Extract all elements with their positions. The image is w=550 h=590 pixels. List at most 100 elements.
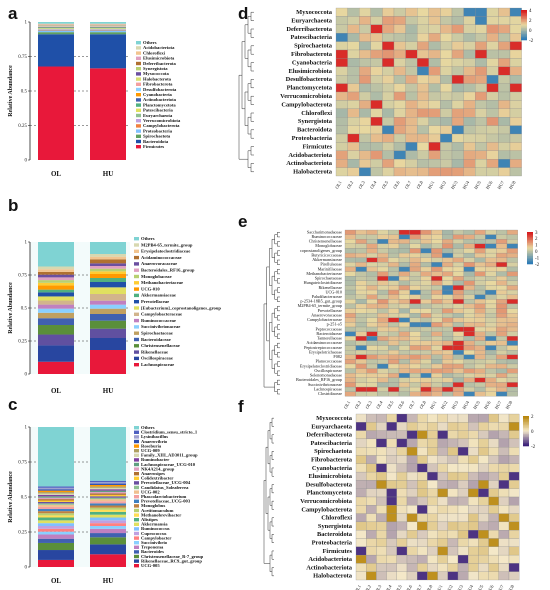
row-label: Lachnospiraceae: [314, 386, 342, 391]
column-label: OL5: [394, 583, 403, 590]
row-label: Proteobacteria: [292, 135, 333, 142]
heatmap-cell: [498, 422, 510, 431]
heatmap-cell: [508, 471, 520, 481]
column-label: OL3: [364, 399, 373, 409]
heatmap-cell: [386, 438, 397, 448]
heatmap-cell: [498, 505, 510, 514]
legend-swatch: [134, 472, 139, 476]
row-label: Actinobacteriota: [306, 564, 353, 571]
heatmap-cell: [447, 463, 459, 473]
heatmap-cell: [508, 455, 520, 464]
heatmap-cell: [508, 546, 520, 556]
column-label: HU7: [496, 179, 505, 190]
heatmap-cell: [478, 413, 489, 423]
row-label: Myxococcota: [296, 9, 333, 16]
heatmap-cell: [355, 488, 367, 498]
row-label: Pirellulaceae: [320, 262, 342, 267]
legend-swatch: [134, 439, 139, 444]
heatmap-cell: [468, 463, 479, 473]
heatmap-cell: [406, 538, 418, 547]
heatmap-cell: [498, 521, 510, 531]
legend-label: Spirochaetota: [143, 134, 171, 139]
heatmap-cell: [355, 422, 367, 431]
row-label: Chloroflexi: [321, 515, 352, 522]
bar-segment: [38, 66, 74, 160]
heatmap-cell: [498, 530, 510, 539]
bar-segment: [38, 22, 74, 24]
heatmap-cell: [498, 438, 510, 448]
heatmap-cell: [366, 438, 377, 448]
legend-label: Others: [141, 236, 155, 241]
bar-segment: [38, 493, 74, 495]
row-label: F082: [333, 354, 342, 359]
row-label: Euryarchaeota: [291, 17, 333, 24]
heatmap-cell: [447, 496, 459, 506]
heatmap-cell: [355, 413, 367, 423]
legend-label: Planctomycetota: [143, 102, 176, 107]
bar-segment: [38, 517, 74, 521]
bar-segment: [38, 492, 74, 494]
heatmap-cell: [468, 546, 479, 556]
heatmap-cell: [406, 488, 418, 498]
heatmap-cell: [478, 546, 489, 556]
heatmap-cell: [406, 447, 418, 456]
bar-segment: [38, 304, 74, 309]
heatmap-cell: [355, 447, 367, 456]
column-label: HU6: [483, 399, 492, 410]
heatmap-cell: [457, 554, 469, 564]
row-label: Rikenellaceae: [319, 285, 343, 290]
colorbar-step: [523, 431, 529, 433]
heatmap-cell: [406, 463, 418, 473]
bar-segment: [90, 533, 126, 538]
heatmap-cell: [508, 438, 520, 448]
colorbar-step: [523, 428, 529, 430]
legend-swatch: [136, 72, 141, 76]
legend-label: Chloroflexi: [143, 50, 166, 55]
heatmap-cell: [488, 505, 499, 514]
row-label: Acidaminococcaceae: [306, 340, 342, 345]
legend-swatch: [134, 449, 139, 453]
colorbar-tick-label: 1: [535, 244, 538, 249]
heatmap-cell: [488, 463, 499, 473]
legend-swatch: [134, 243, 139, 247]
row-label: Clostridiaceae: [318, 391, 342, 396]
bar-segment: [38, 528, 74, 532]
legend-swatch: [134, 490, 139, 494]
heatmap-cell: [366, 488, 377, 498]
heatmap-cell: [417, 447, 428, 456]
bar-segment: [38, 292, 74, 297]
legend-swatch: [134, 559, 139, 563]
heatmap-cell: [488, 546, 499, 556]
legend-swatch: [136, 124, 141, 128]
legend-swatch: [134, 495, 139, 499]
legend-swatch: [134, 527, 139, 531]
legend-swatch: [136, 93, 141, 97]
bar-segment: [38, 285, 74, 290]
colorbar-step: [527, 243, 533, 246]
heatmap-cell: [508, 513, 520, 523]
y-tick-label: 0.75: [18, 274, 27, 279]
legend-label: Cyanobacteria: [143, 92, 173, 97]
colorbar-step: [527, 248, 533, 250]
heatmap-cell: [509, 167, 522, 177]
legend-label: Colidextribacter: [141, 476, 173, 481]
heatmap-cell: [417, 496, 428, 506]
heatmap-cell: [406, 563, 418, 572]
heatmap-cell: [376, 471, 387, 481]
heatmap-cell: [468, 554, 479, 564]
bar-segment: [90, 525, 126, 529]
heatmap-cell: [468, 571, 479, 581]
heatmap-cell: [478, 513, 489, 523]
heatmap-cell: [478, 471, 489, 481]
legend-label: UCG-010: [141, 286, 160, 291]
column-label: HU5: [472, 399, 481, 410]
column-label: OL7: [415, 583, 424, 590]
bar-segment: [38, 550, 74, 560]
heatmap-cell: [437, 480, 448, 489]
heatmap-cell: [427, 554, 438, 564]
legend-label: Methanobacteriaceae: [141, 280, 183, 285]
colorbar-step: [521, 19, 527, 21]
heatmap-cell: [488, 571, 499, 581]
heatmap-cell: [406, 554, 418, 564]
heatmap-cell: [437, 463, 448, 473]
